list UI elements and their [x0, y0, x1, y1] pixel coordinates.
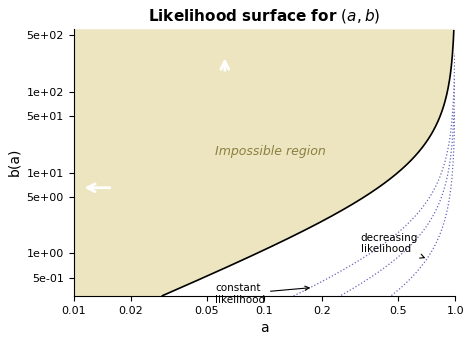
X-axis label: a: a — [260, 321, 269, 335]
Text: decreasing
likelihood: decreasing likelihood — [361, 233, 424, 258]
Title: Likelihood surface for $\it{(a,b)}$: Likelihood surface for $\it{(a,b)}$ — [148, 7, 381, 25]
Text: constant
likelihood: constant likelihood — [215, 283, 309, 305]
Y-axis label: b(a): b(a) — [7, 148, 21, 176]
Text: Impossible region: Impossible region — [215, 145, 325, 158]
